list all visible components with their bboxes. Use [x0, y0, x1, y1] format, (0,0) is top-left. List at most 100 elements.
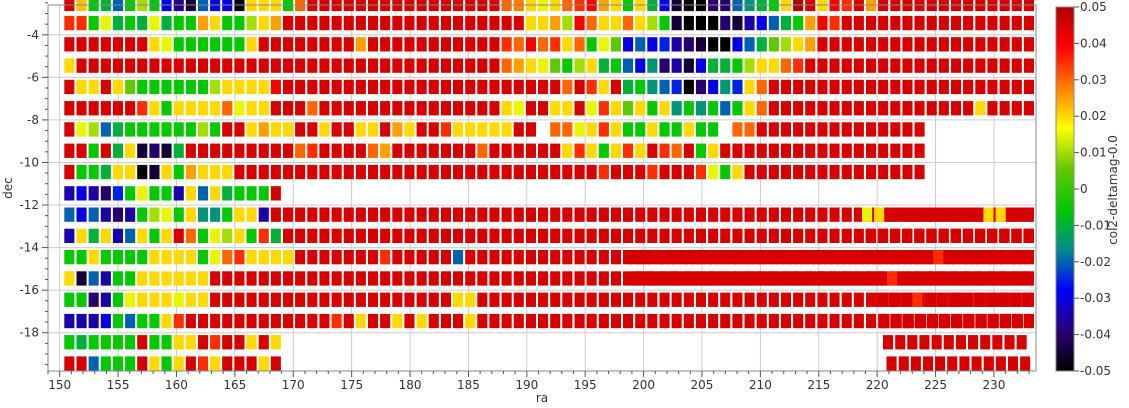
x-tick-label: 170 [282, 378, 305, 392]
heatmap-cell [793, 143, 804, 158]
heatmap-cell [343, 164, 354, 180]
heatmap-cell [112, 313, 123, 329]
colorbar-ticks: 0.05 0.04 0.03 0.02 0.01 0 -0.01 -0.02 -0.03 -0.0… [1074, 0, 1111, 378]
heatmap-cell [453, 122, 464, 137]
heatmap-cell [404, 228, 415, 243]
heatmap-cell [355, 37, 366, 52]
heatmap-cell [708, 250, 719, 265]
heatmap-cell [550, 0, 561, 12]
heatmap-cell [695, 37, 706, 52]
heatmap-cell [947, 356, 958, 371]
heatmap-cell [331, 207, 342, 222]
heatmap-cell [1020, 271, 1031, 286]
heatmap-cell [453, 313, 464, 329]
heatmap-cell [708, 15, 719, 31]
heatmap-cell [756, 15, 767, 31]
heatmap-cell [659, 292, 670, 307]
heatmap-cell [125, 313, 136, 329]
heatmap-cell [598, 164, 609, 180]
heatmap-cell [100, 313, 111, 329]
heatmap-cell [380, 0, 391, 12]
heatmap-cell [708, 79, 719, 95]
heatmap-cell [753, 271, 764, 286]
heatmap-cell [926, 58, 937, 73]
heatmap-cell [866, 164, 877, 180]
heatmap-cell [392, 0, 403, 12]
heatmap-cell [404, 0, 415, 12]
heatmap-cell [112, 356, 123, 371]
heatmap-cell [853, 250, 864, 265]
heatmap-cell [963, 15, 974, 31]
heatmap-cell [780, 143, 791, 158]
heatmap-cell [380, 313, 391, 329]
heatmap-cell [780, 37, 791, 52]
heatmap-cell [817, 143, 828, 158]
heatmap-cell [866, 37, 877, 52]
heatmap-cell [270, 356, 281, 371]
heatmap-cell [793, 101, 804, 116]
heatmap-cell [995, 207, 1006, 222]
heatmap-cell [878, 122, 889, 137]
heatmap-cell [538, 164, 549, 180]
heatmap-cell [246, 122, 257, 137]
heatmap-cell [258, 79, 269, 95]
heatmap-cell [935, 356, 946, 371]
colorbar-tick-label: 0.01 [1080, 146, 1107, 160]
heatmap-cell [222, 0, 233, 12]
heatmap-cell [222, 79, 233, 95]
heatmap-cell [465, 101, 476, 116]
heatmap-cell [538, 313, 549, 329]
heatmap-cell [562, 37, 573, 52]
heatmap-cell [793, 313, 804, 329]
heatmap-cell [999, 15, 1010, 31]
heatmap-cell [647, 101, 658, 116]
heatmap-cell [489, 79, 500, 95]
heatmap-cell [307, 15, 318, 31]
heatmap-cell [234, 313, 245, 329]
heatmap-cell [88, 292, 99, 307]
heatmap-cell [744, 164, 755, 180]
heatmap-cell [76, 228, 87, 243]
heatmap-cell [914, 0, 925, 12]
heatmap-cell [64, 143, 75, 158]
heatmap-cell [125, 79, 136, 95]
heatmap-cell [331, 101, 342, 116]
heatmap-cell [1011, 0, 1022, 12]
heatmap-cell [1011, 58, 1022, 73]
heatmap-cell [756, 207, 767, 222]
heatmap-cell [683, 313, 694, 329]
heatmap-cell [295, 37, 306, 52]
heatmap-cell [793, 228, 804, 243]
heatmap-cell [295, 207, 306, 222]
heatmap-cell [914, 250, 925, 265]
heatmap-cell [222, 228, 233, 243]
heatmap-cell [453, 207, 464, 222]
heatmap-cell [768, 122, 779, 137]
heatmap-cell [428, 37, 439, 52]
heatmap-cell [258, 15, 269, 31]
heatmap-cell [1013, 313, 1024, 329]
heatmap-cell [76, 164, 87, 180]
heatmap-cell [234, 58, 245, 73]
heatmap-cell [149, 122, 160, 137]
heatmap-cell [368, 250, 379, 265]
heatmap-cell [951, 37, 962, 52]
heatmap-cell [841, 0, 852, 12]
x-tick-label: 215 [807, 378, 830, 392]
heatmap-cell [368, 313, 379, 329]
heatmap-cell [125, 122, 136, 137]
heatmap-cell [720, 292, 731, 307]
heatmap-cell [550, 313, 561, 329]
heatmap-cell [210, 356, 221, 371]
heatmap-cell [538, 37, 549, 52]
heatmap-cell [910, 356, 921, 371]
heatmap-cell [295, 164, 306, 180]
heatmap-cell [972, 271, 983, 286]
heatmap-cell [343, 250, 354, 265]
heatmap-cell [222, 186, 233, 201]
heatmap-cell [598, 228, 609, 243]
heatmap-cell [440, 101, 451, 116]
heatmap-cell [246, 228, 257, 243]
heatmap-cell [513, 58, 524, 73]
heatmap-cell [598, 313, 609, 329]
